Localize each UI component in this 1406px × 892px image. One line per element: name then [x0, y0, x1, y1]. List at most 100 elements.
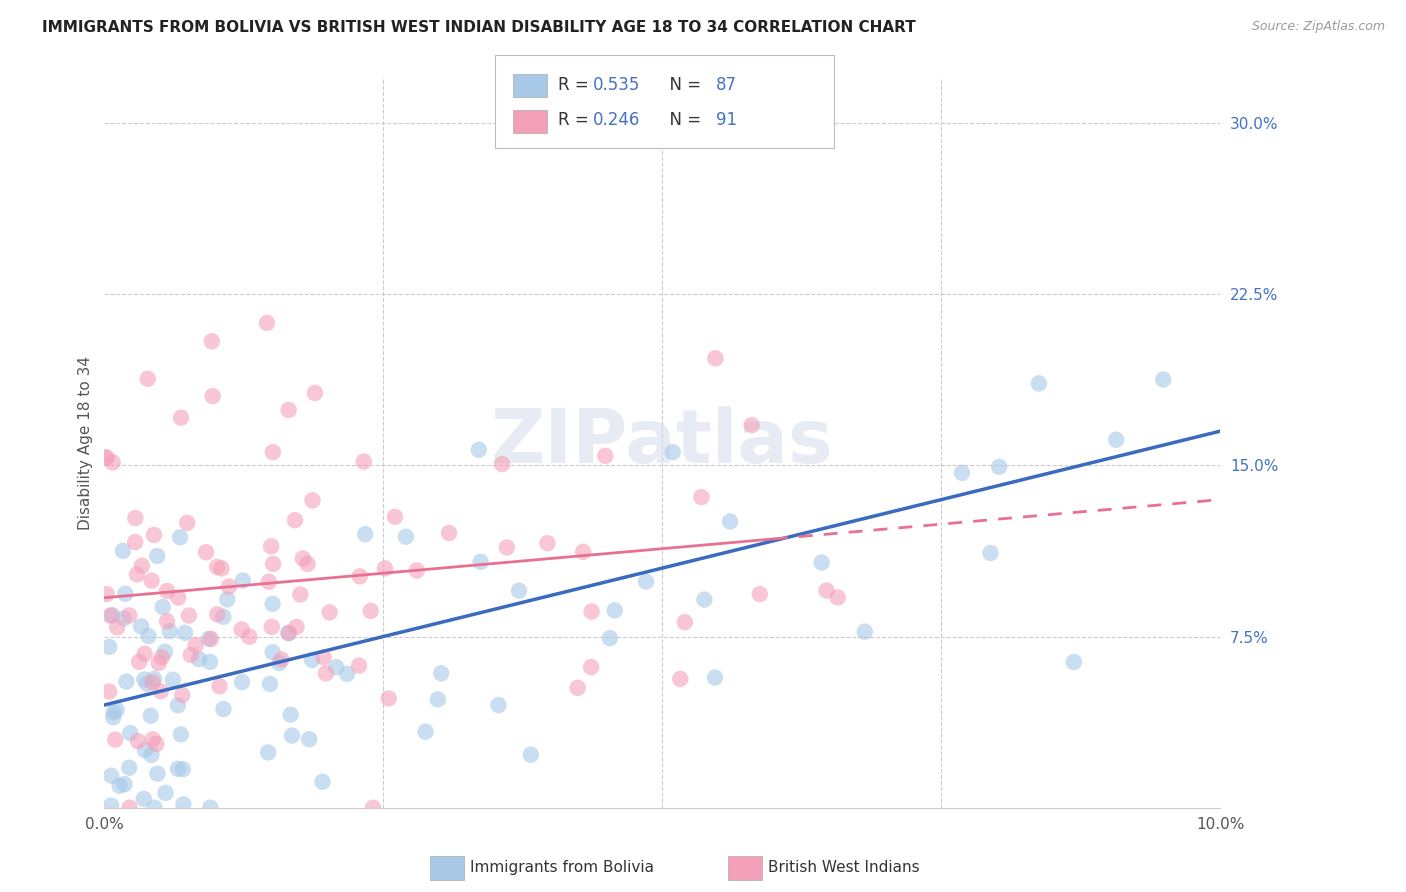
- Point: [162, 673, 184, 687]
- Point: [142, 675, 165, 690]
- Point: [180, 648, 202, 662]
- Point: [260, 539, 283, 553]
- Point: [212, 702, 235, 716]
- Point: [468, 442, 491, 457]
- Point: [169, 530, 191, 544]
- Point: [134, 647, 156, 661]
- Point: [155, 786, 177, 800]
- Point: [139, 708, 162, 723]
- Text: N =: N =: [659, 76, 707, 94]
- Point: [217, 592, 239, 607]
- Point: [298, 732, 321, 747]
- Point: [170, 727, 193, 741]
- Point: [105, 620, 128, 634]
- Text: 0.535: 0.535: [593, 76, 641, 94]
- Point: [172, 688, 194, 702]
- Point: [1152, 372, 1174, 386]
- Point: [115, 674, 138, 689]
- Point: [256, 316, 278, 330]
- Point: [572, 545, 595, 559]
- Point: [166, 698, 188, 713]
- Point: [536, 536, 558, 550]
- Point: [669, 672, 692, 686]
- Text: 0.246: 0.246: [593, 112, 641, 129]
- Point: [704, 351, 727, 366]
- Point: [138, 629, 160, 643]
- Point: [353, 454, 375, 468]
- Point: [152, 600, 174, 615]
- Point: [281, 729, 304, 743]
- Point: [277, 626, 299, 640]
- Point: [142, 528, 165, 542]
- Point: [98, 640, 121, 654]
- Point: [238, 630, 260, 644]
- Point: [201, 389, 224, 403]
- Point: [153, 645, 176, 659]
- Point: [291, 551, 314, 566]
- Point: [1105, 433, 1128, 447]
- Point: [156, 584, 179, 599]
- Point: [145, 737, 167, 751]
- Point: [437, 526, 460, 541]
- Point: [673, 615, 696, 629]
- Point: [103, 710, 125, 724]
- Text: IMMIGRANTS FROM BOLIVIA VS BRITISH WEST INDIAN DISABILITY AGE 18 TO 34 CORRELATI: IMMIGRANTS FROM BOLIVIA VS BRITISH WEST …: [42, 20, 915, 35]
- Text: N =: N =: [659, 112, 707, 129]
- Text: ZIPatlas: ZIPatlas: [491, 406, 834, 479]
- Point: [98, 684, 121, 698]
- Point: [105, 703, 128, 717]
- Point: [200, 800, 222, 814]
- Point: [301, 493, 323, 508]
- Point: [262, 645, 284, 659]
- Point: [100, 798, 122, 813]
- Point: [136, 372, 159, 386]
- Point: [634, 574, 657, 589]
- Point: [496, 541, 519, 555]
- Point: [172, 797, 194, 812]
- Point: [120, 726, 142, 740]
- Point: [325, 660, 347, 674]
- Point: [103, 706, 125, 720]
- Point: [718, 515, 741, 529]
- Point: [599, 631, 621, 645]
- Point: [136, 677, 159, 691]
- Point: [100, 769, 122, 783]
- Point: [354, 527, 377, 541]
- Point: [148, 656, 170, 670]
- Point: [125, 567, 148, 582]
- Point: [470, 555, 492, 569]
- Point: [257, 574, 280, 589]
- Point: [262, 445, 284, 459]
- Point: [149, 684, 172, 698]
- Point: [98, 608, 121, 623]
- Point: [661, 445, 683, 459]
- Point: [988, 459, 1011, 474]
- Point: [257, 746, 280, 760]
- Point: [311, 774, 333, 789]
- Point: [810, 556, 832, 570]
- Point: [172, 762, 194, 776]
- Text: Source: ZipAtlas.com: Source: ZipAtlas.com: [1251, 20, 1385, 33]
- Point: [405, 564, 427, 578]
- Point: [259, 677, 281, 691]
- Point: [156, 615, 179, 629]
- Point: [304, 386, 326, 401]
- Point: [693, 592, 716, 607]
- Point: [1063, 655, 1085, 669]
- Point: [94, 451, 117, 466]
- Point: [349, 569, 371, 583]
- Point: [748, 587, 770, 601]
- Point: [128, 655, 150, 669]
- Point: [176, 516, 198, 530]
- Point: [315, 666, 337, 681]
- Point: [347, 658, 370, 673]
- Point: [112, 611, 135, 625]
- Point: [430, 666, 453, 681]
- Point: [118, 800, 141, 814]
- Point: [184, 638, 207, 652]
- Point: [815, 583, 838, 598]
- Point: [124, 511, 146, 525]
- Y-axis label: Disability Age 18 to 34: Disability Age 18 to 34: [79, 356, 93, 530]
- Point: [104, 732, 127, 747]
- Point: [177, 608, 200, 623]
